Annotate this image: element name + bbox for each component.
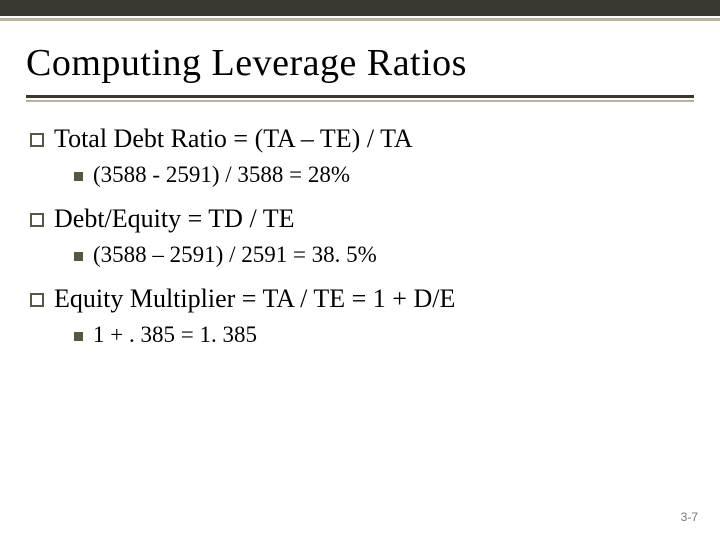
bullet-subtext: (3588 – 2591) / 2591 = 38. 5%: [93, 242, 377, 268]
bullet-text: Equity Multiplier = TA / TE = 1 + D/E: [54, 284, 455, 314]
bullet-level1: Equity Multiplier = TA / TE = 1 + D/E: [30, 284, 694, 314]
slide-content: Computing Leverage Ratios Total Debt Rat…: [0, 21, 720, 348]
bullet-level2: 1 + . 385 = 1. 385: [74, 322, 694, 348]
bullet-level1: Total Debt Ratio = (TA – TE) / TA: [30, 124, 694, 154]
hollow-square-icon: [30, 293, 44, 307]
slide-title: Computing Leverage Ratios: [26, 41, 694, 95]
solid-square-icon: [74, 172, 83, 181]
solid-square-icon: [74, 332, 83, 341]
bullet-level1: Debt/Equity = TD / TE: [30, 204, 694, 234]
bullet-subtext: 1 + . 385 = 1. 385: [93, 322, 257, 348]
bullet-text: Total Debt Ratio = (TA – TE) / TA: [54, 124, 413, 154]
top-stripe-dark: [0, 0, 720, 16]
bullet-list: Total Debt Ratio = (TA – TE) / TA (3588 …: [26, 102, 694, 348]
title-underline-dark: [26, 95, 694, 98]
solid-square-icon: [74, 252, 83, 261]
hollow-square-icon: [30, 133, 44, 147]
bullet-subtext: (3588 - 2591) / 3588 = 28%: [93, 162, 350, 188]
bullet-text: Debt/Equity = TD / TE: [54, 204, 294, 234]
bullet-level2: (3588 - 2591) / 3588 = 28%: [74, 162, 694, 188]
bullet-level2: (3588 – 2591) / 2591 = 38. 5%: [74, 242, 694, 268]
page-number: 3-7: [681, 510, 698, 524]
hollow-square-icon: [30, 213, 44, 227]
